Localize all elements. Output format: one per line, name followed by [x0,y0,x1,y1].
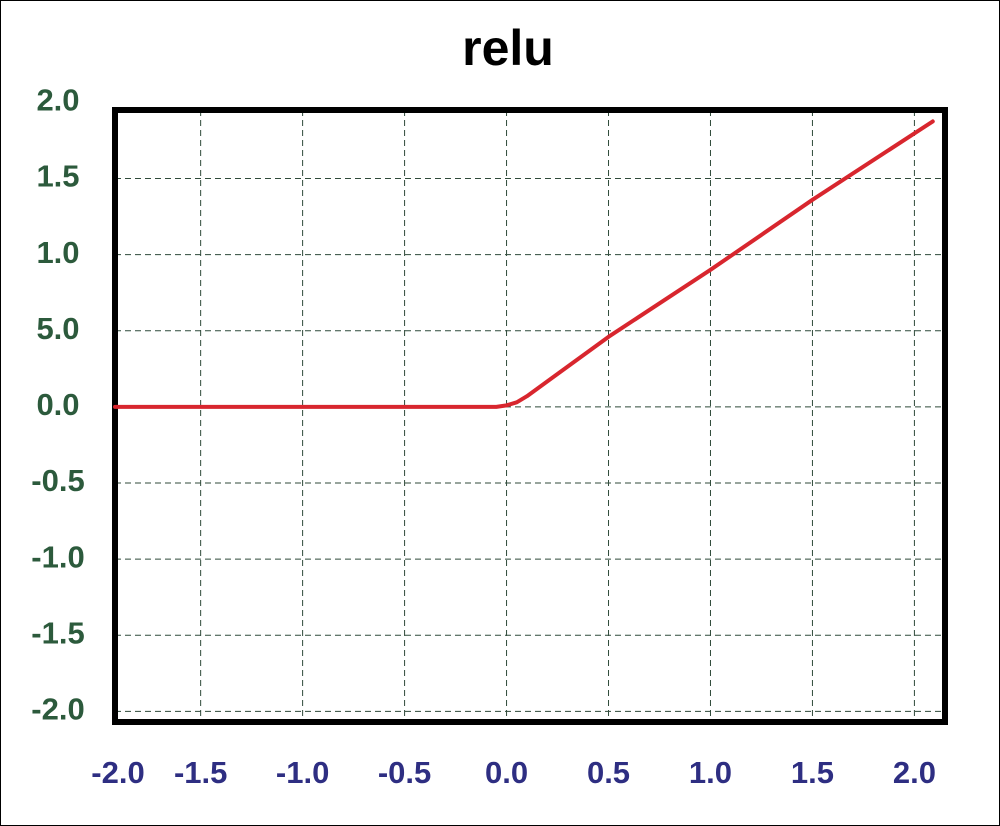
y-tick-label: 2.0 [36,83,79,118]
y-tick-label: 5.0 [36,311,79,346]
x-tick-label: 0.0 [485,755,528,790]
x-tick-label: 0.5 [587,755,630,790]
x-tick-label: 2.0 [893,755,936,790]
x-tick-label: -2.0 [91,755,144,790]
y-tick-label: -1.5 [31,615,84,650]
x-tick-label: -1.0 [276,755,329,790]
y-tick-label: -2.0 [31,692,84,727]
x-tick-label: -1.5 [174,755,227,790]
y-tick-label: 0.0 [36,387,79,422]
y-tick-label: 1.0 [36,235,79,270]
chart-title: relu [462,20,554,76]
y-tick-label: -1.0 [31,539,84,574]
y-tick-label: -0.5 [31,463,84,498]
plot-frame [112,107,948,725]
line-series [113,119,935,409]
x-tick-label: -0.5 [378,755,431,790]
x-tick-label: 1.0 [689,755,732,790]
x-tick-label: 1.5 [791,755,834,790]
y-tick-label: 1.5 [36,159,79,194]
